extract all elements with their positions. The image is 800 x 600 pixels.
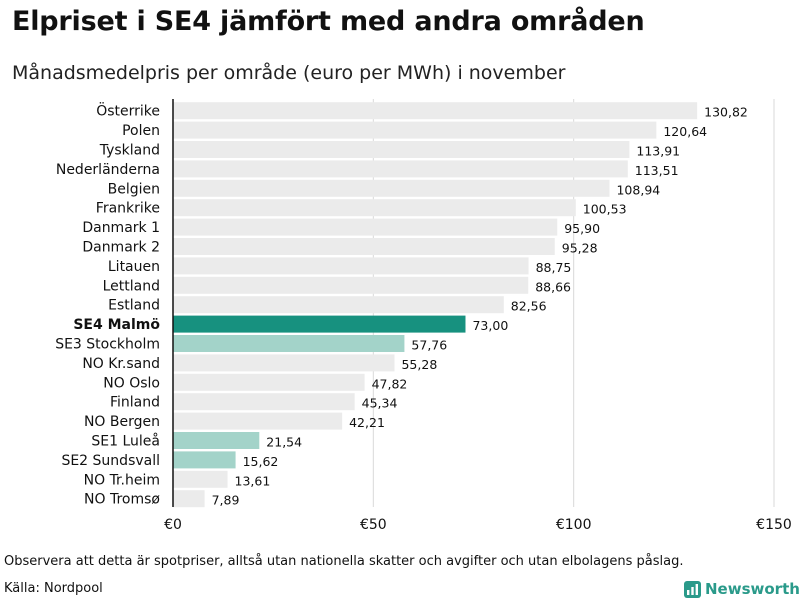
bar: [173, 199, 576, 217]
bar: [173, 238, 555, 255]
value-label: 113,91: [636, 144, 680, 159]
bar: [173, 393, 355, 411]
category-label: Danmark 2: [82, 240, 160, 256]
bar: [173, 141, 630, 158]
category-label: Litauen: [108, 259, 160, 275]
bar: [173, 102, 698, 120]
bar: [173, 373, 365, 391]
value-label: 7,89: [212, 493, 240, 508]
value-label: 95,28: [562, 241, 598, 256]
bar: [173, 451, 236, 469]
value-label: 47,82: [372, 376, 408, 391]
bar: [173, 432, 260, 449]
value-label: 57,76: [411, 338, 447, 353]
x-tick-label: €50: [360, 517, 387, 533]
category-label: Österrike: [96, 102, 160, 120]
category-label: NO Tromsø: [84, 492, 160, 508]
value-label: 113,51: [635, 163, 679, 178]
bar: [173, 315, 466, 333]
bar: [173, 218, 558, 236]
x-tick-label: €100: [556, 517, 592, 533]
chart-title: Elpriset i SE4 jämfört med andra områden: [12, 6, 645, 37]
category-label: Frankrike: [96, 201, 160, 217]
value-label: 95,90: [564, 221, 600, 236]
value-label: 15,62: [243, 454, 279, 469]
bar: [173, 490, 205, 508]
category-label: Belgien: [108, 181, 160, 197]
value-label: 13,61: [235, 473, 271, 488]
value-label: 130,82: [704, 105, 748, 120]
bar: [173, 412, 343, 430]
brand-logo: Newsworthy: [684, 578, 800, 600]
category-label: Lettland: [103, 278, 160, 294]
x-tick-label: €0: [164, 517, 182, 533]
bar: [173, 121, 657, 139]
category-label: NO Bergen: [84, 414, 160, 430]
category-label: NO Oslo: [103, 375, 160, 391]
value-label: 88,75: [536, 260, 572, 275]
category-label: Estland: [108, 298, 160, 314]
category-label: SE4 Malmö: [73, 317, 160, 333]
value-label: 45,34: [362, 396, 398, 411]
value-label: 100,53: [583, 202, 627, 217]
value-label: 21,54: [266, 435, 302, 450]
value-label: 82,56: [511, 299, 547, 314]
category-label: NO Kr.sand: [82, 356, 160, 372]
category-label: Tyskland: [99, 143, 160, 159]
x-tick-label: €150: [756, 517, 792, 533]
category-label: SE2 Sundsvall: [61, 453, 160, 469]
category-label: Finland: [110, 395, 160, 411]
newsworthy-logo-icon: [684, 580, 701, 598]
chart-subtitle: Månadsmedelpris per område (euro per MWh…: [12, 62, 566, 84]
value-label: 55,28: [401, 357, 437, 372]
bar-chart: €0 €50 €100 €150 Österrike 130,82 Polen 120,64 T…: [55, 99, 792, 533]
value-label: 120,64: [663, 124, 707, 139]
bar: [173, 296, 504, 314]
bar: [173, 276, 529, 294]
bar: [173, 160, 628, 178]
category-label: Danmark 1: [82, 220, 160, 236]
bar: [173, 257, 529, 275]
footnote: Observera att detta är spotpriser, allts…: [4, 554, 684, 569]
value-label: 73,00: [472, 318, 508, 333]
value-label: 88,66: [535, 279, 571, 294]
category-label: NO Tr.heim: [84, 472, 160, 488]
category-label: Nederländerna: [56, 162, 160, 178]
bar: [173, 354, 395, 372]
category-label: SE1 Luleå: [91, 433, 160, 450]
value-label: 42,21: [349, 415, 385, 430]
bar: [173, 179, 610, 197]
category-label: SE3 Stockholm: [55, 337, 160, 353]
brand-name: Newsworthy: [705, 580, 800, 598]
source-note: Källa: Nordpool: [4, 581, 103, 596]
bar: [173, 335, 405, 352]
bar: [173, 470, 228, 488]
category-label: Polen: [122, 123, 160, 139]
value-label: 108,94: [616, 182, 660, 197]
